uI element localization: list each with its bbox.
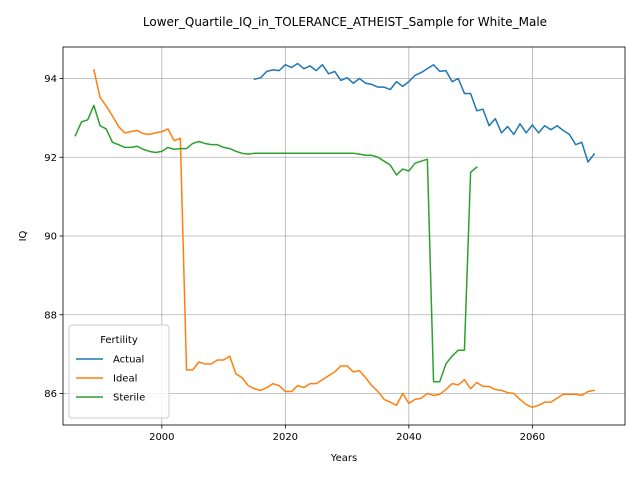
grid-lines [63,47,625,425]
y-tick-label: 92 [44,153,57,164]
legend-box [68,324,170,419]
y-axis-title: IQ [18,230,29,241]
legend: Fertility Actual Ideal Sterile [68,324,170,419]
series-line-ideal [92,68,595,409]
y-axis: 86 88 90 92 94 [44,74,63,400]
series-line-sterile [74,104,478,383]
x-axis: 2000 2020 2040 2060 [149,425,545,443]
x-tick-label: 2060 [520,432,545,443]
series-line-actual [253,62,596,163]
y-tick-label: 88 [44,310,57,321]
legend-items: Actual Ideal Sterile [76,355,145,404]
x-axis-title: Years [330,453,357,464]
legend-label-actual: Actual [113,355,144,366]
plot-area [62,46,626,426]
y-tick-label: 86 [44,389,57,400]
y-tick-label: 94 [44,74,57,85]
x-tick-label: 2000 [149,432,174,443]
legend-label-ideal: Ideal [113,374,137,385]
x-tick-label: 2040 [396,432,421,443]
series-layer [74,62,596,409]
legend-title: Fertility [100,335,138,346]
chart-title: Lower_Quartile_IQ_in_TOLERANCE_ATHEIST_S… [143,15,547,29]
legend-label-sterile: Sterile [113,393,145,404]
y-tick-label: 90 [44,232,57,243]
x-tick-label: 2020 [273,432,298,443]
